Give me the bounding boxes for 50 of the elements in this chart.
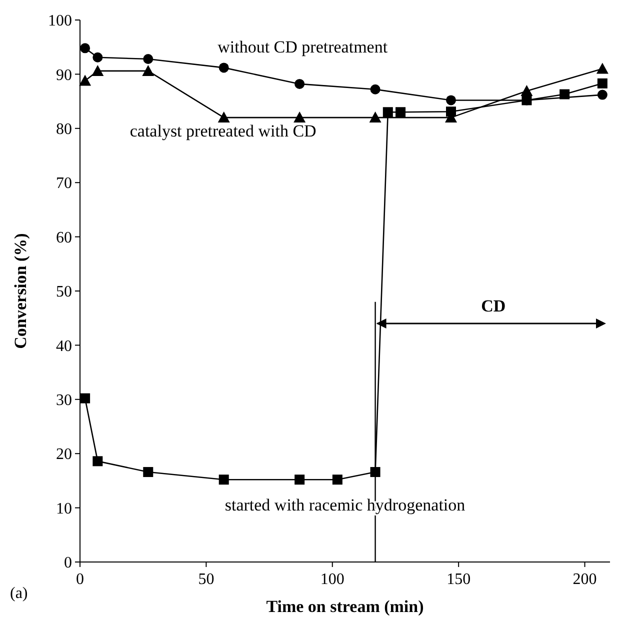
x-tick-label: 0 xyxy=(76,571,84,588)
point xyxy=(218,62,229,73)
x-tick-label: 200 xyxy=(572,571,597,588)
y-tick-label: 70 xyxy=(56,175,72,192)
point xyxy=(80,393,90,404)
x-tick-label: 100 xyxy=(320,571,344,588)
point xyxy=(597,78,608,88)
point xyxy=(370,84,380,94)
point xyxy=(560,89,570,100)
point xyxy=(596,62,608,74)
point xyxy=(332,474,342,485)
point xyxy=(369,112,382,123)
y-tick-label: 60 xyxy=(56,229,72,246)
point xyxy=(597,90,608,100)
y-tick-label: 10 xyxy=(56,500,72,518)
point xyxy=(80,43,90,54)
series-label: catalyst pretreated with CD xyxy=(130,122,316,141)
point xyxy=(92,456,103,466)
point xyxy=(218,474,229,485)
y-tick-label: 50 xyxy=(56,284,72,301)
y-tick-label: 30 xyxy=(56,392,72,409)
point xyxy=(218,112,230,123)
point xyxy=(522,95,532,106)
point xyxy=(92,52,103,62)
point xyxy=(446,106,456,117)
y-tick-label: 80 xyxy=(56,121,72,138)
x-tick-label: 50 xyxy=(198,571,214,588)
point xyxy=(79,74,92,86)
y-tick-label: 0 xyxy=(64,554,72,572)
x-axis-title: Time on stream (min) xyxy=(266,597,424,616)
point xyxy=(446,95,456,106)
point xyxy=(143,467,154,478)
x-tick-label: 150 xyxy=(446,571,471,588)
y-tick-label: 40 xyxy=(56,338,72,355)
point xyxy=(294,112,306,123)
text: (a) xyxy=(10,585,28,602)
series-label: without CD pretreatment xyxy=(218,38,388,57)
point xyxy=(294,474,305,485)
point xyxy=(92,64,104,76)
annotation: CD xyxy=(481,296,506,316)
y-tick-label: 90 xyxy=(56,66,72,84)
point xyxy=(142,64,154,76)
y-tick-label: 100 xyxy=(48,12,72,30)
point xyxy=(143,54,154,64)
point xyxy=(396,107,406,118)
y-tick-label: 20 xyxy=(56,446,72,464)
point xyxy=(382,107,393,118)
y-axis-title: Conversion (%) xyxy=(11,233,30,349)
point xyxy=(294,78,305,89)
point xyxy=(370,467,380,478)
